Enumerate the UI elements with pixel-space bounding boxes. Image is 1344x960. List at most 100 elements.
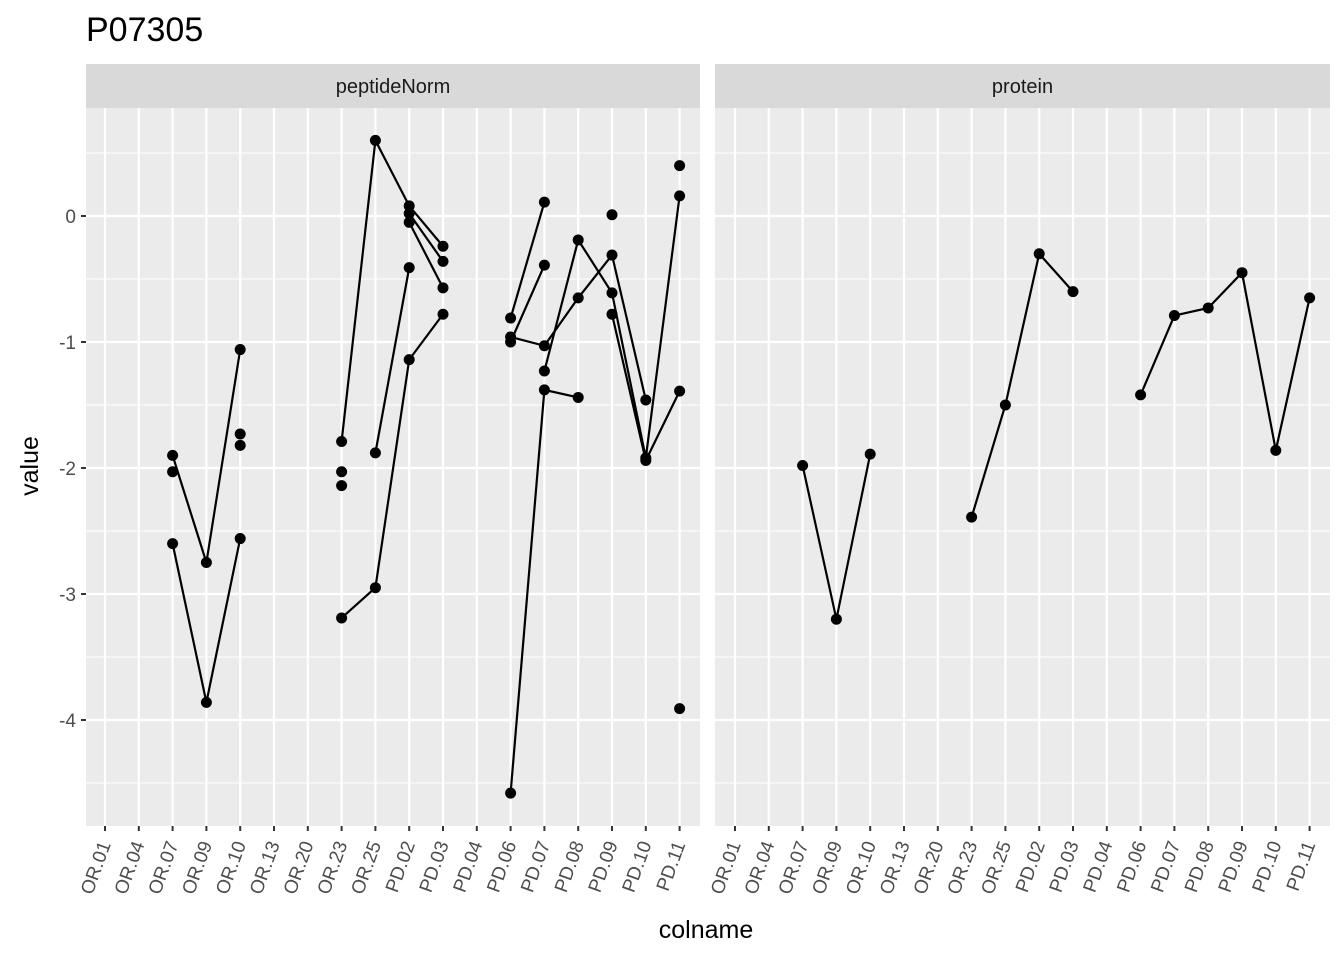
data-point (234, 533, 246, 545)
y-tick-label: -4 (59, 711, 76, 732)
data-point (369, 582, 381, 594)
y-tick-label: -2 (59, 459, 76, 480)
data-point (437, 240, 449, 252)
series-line (408, 212, 444, 262)
data-point (403, 200, 415, 212)
data-point (606, 308, 618, 320)
x-tick-label: PD.10 (1249, 839, 1287, 896)
y-axis-title: value (16, 436, 44, 496)
series-line (408, 221, 444, 289)
x-tick-label: PD.09 (585, 839, 623, 896)
x-tick-label: PD.07 (517, 839, 555, 896)
x-tick-label: PD.02 (1012, 839, 1050, 896)
data-point (538, 259, 550, 271)
x-tick-label: OR.01 (707, 839, 746, 898)
x-tick-label: OR.25 (348, 839, 387, 898)
data-point (1033, 248, 1045, 260)
x-tick-label: OR.07 (775, 839, 814, 898)
data-point (1202, 302, 1214, 314)
y-axis: 0 -1 -2 -3 -4 (59, 207, 86, 732)
data-point (505, 336, 517, 348)
data-point (640, 394, 652, 406)
facet-strip (86, 64, 700, 108)
data-point (674, 160, 686, 172)
data-point (336, 436, 348, 448)
x-tick-label: PD.03 (416, 839, 454, 896)
facet-strip-label: peptideNorm (336, 76, 451, 98)
x-tick-label: PD.08 (551, 839, 589, 896)
y-tick-label: 0 (65, 207, 76, 228)
data-point (437, 282, 449, 294)
series-line (509, 264, 546, 343)
x-tick-label: PD.06 (484, 839, 522, 896)
series-line (340, 313, 444, 619)
x-tick-label: PD.11 (653, 839, 690, 894)
data-point (538, 196, 550, 208)
x-tick-label: PD.08 (1181, 839, 1219, 896)
x-tick-label: OR.25 (978, 839, 1017, 898)
series-line (509, 201, 546, 319)
data-point (830, 613, 842, 625)
x-tick-label: PD.03 (1046, 839, 1084, 896)
y-tick-label: -1 (59, 333, 76, 354)
data-point (864, 448, 876, 460)
data-point (234, 344, 246, 356)
series-line (1139, 270, 1311, 451)
data-point (369, 447, 381, 459)
data-point (1304, 292, 1316, 304)
x-tick-label: OR.13 (876, 839, 915, 898)
data-point (167, 466, 179, 478)
series-line (374, 267, 411, 454)
data-point (572, 292, 584, 304)
x-tick-label: OR.10 (212, 839, 251, 898)
data-point (674, 385, 686, 397)
data-point (403, 216, 415, 228)
x-tick-label: PD.04 (1080, 838, 1118, 895)
x-tick-label: OR.10 (842, 839, 881, 898)
x-tick-label: OR.23 (314, 839, 353, 898)
data-point (234, 428, 246, 440)
data-point (505, 312, 517, 324)
x-tick-label: OR.07 (145, 839, 184, 898)
data-point (966, 511, 978, 523)
data-point (167, 538, 179, 550)
facet-peptideNorm: peptideNorm OR.01OR.04OR.07OR.09OR.10OR.1… (77, 64, 700, 897)
x-tick-label: PD.10 (619, 839, 657, 896)
data-point (1168, 310, 1180, 322)
x-tick-label: PD.06 (1114, 839, 1152, 896)
data-point (505, 787, 517, 799)
x-tick-label: OR.04 (741, 838, 780, 897)
x-tick-label: OR.01 (77, 839, 116, 898)
data-point (606, 249, 618, 261)
chart-title: P07305 (86, 11, 203, 49)
data-point (200, 696, 212, 708)
data-point (1270, 444, 1282, 456)
data-point (640, 454, 652, 466)
data-point (606, 287, 618, 299)
series-line (340, 136, 444, 442)
x-tick-label: PD.09 (1215, 839, 1253, 896)
series-line (970, 251, 1074, 518)
data-point (1236, 267, 1248, 279)
data-point (336, 612, 348, 624)
data-point (437, 255, 449, 267)
data-point (403, 262, 415, 274)
data-point (572, 234, 584, 246)
data-point (1135, 389, 1147, 401)
data-point (1067, 286, 1079, 298)
data-point (336, 466, 348, 478)
data-point (200, 557, 212, 568)
x-tick-label: PD.11 (1283, 839, 1320, 894)
data-point (167, 449, 179, 461)
data-point (336, 480, 348, 492)
data-point (234, 439, 246, 451)
data-point (538, 340, 550, 352)
x-tick-label: OR.13 (246, 839, 285, 898)
data-point (797, 459, 809, 471)
x-tick-label: PD.04 (450, 838, 488, 895)
x-axis-title: colname (659, 916, 754, 944)
x-tick-label: PD.02 (382, 839, 420, 896)
facet-strip-label: protein (992, 76, 1053, 98)
data-point (538, 384, 550, 396)
data-point (369, 134, 381, 146)
